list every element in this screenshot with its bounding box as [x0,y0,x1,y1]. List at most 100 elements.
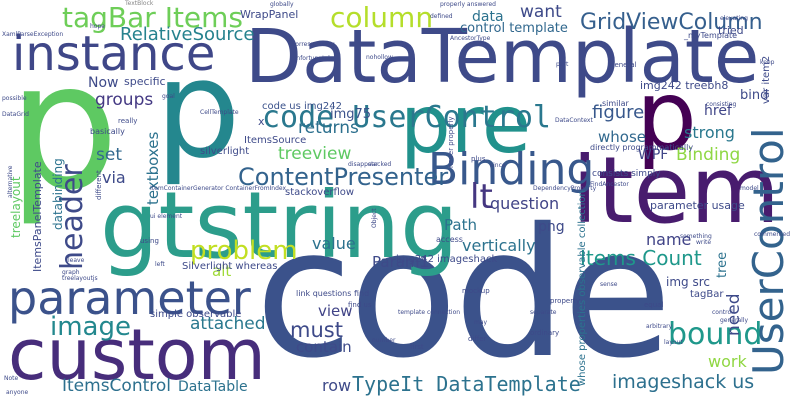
word-img242-imageshack: img242 imageshack [396,254,498,265]
word-tagbar-items: tagBar Items [62,1,244,34]
word-data: data [472,9,504,25]
word-directly-programmatically: directly programmatically [590,143,694,152]
word-property: property [550,297,580,305]
word-separate: separate [530,309,557,316]
word-binding: Binding [428,144,595,195]
word-p-1: p [8,26,120,229]
word-contentpresenter: ContentPresenter [238,163,449,191]
word-properly-answered: properly answered [440,1,496,8]
word-gridviewcolumn: GridViewColumn [580,10,763,35]
word-vertically: vertically [462,236,536,255]
word-binding-small: Binding [676,145,741,165]
word-pre: pre [400,78,532,171]
word-plus: plus [471,155,486,163]
word-write: write [696,239,712,246]
word-stacked: stacked [368,161,392,168]
word-silverlight-whereas: Silverlight whereas [182,261,278,272]
word-whose-properties: whose properties observable collection [577,190,588,386]
word-name: name [646,230,692,249]
word-datagrid: DataGrid [2,111,29,118]
word-image: image [50,312,131,342]
word-typeit-datatemplate: TypeIt DataTemplate [352,372,581,396]
word-relativesource: RelativeSource [120,24,255,45]
word-consisting: consisting [706,101,737,108]
word-basically: basically [90,127,125,136]
word-access: access [436,235,463,244]
word-itemssource: ItemsSource [244,135,307,146]
word-gtstring: gtstring [100,172,459,279]
word-control: control [712,309,733,316]
word-value: value [312,234,356,253]
word-note: Note [4,375,19,382]
word-stackoverflow: stackoverflow [285,187,355,198]
word-item: item [572,137,780,244]
word-since: since [490,162,506,169]
word-path: Path [444,216,477,234]
word-href: href [704,103,732,119]
word-wrappanel: WrapPanel [240,8,299,21]
word-img242-treebh8: img242 treebh8 [640,79,729,92]
word-different: different [95,170,103,200]
word-mockup: mockup [462,287,490,295]
word-generally: generally [720,317,749,324]
word-mytemplate: _myTemplate [684,31,738,40]
word-elevating: elevating [720,15,748,22]
word-cell-template: CellTemplate [200,109,239,116]
word-set: set [96,145,122,165]
word-part: part [556,61,569,68]
word-via: via [102,168,126,187]
word-png: png [538,219,565,235]
word-whose: whose [598,128,646,146]
word-wpf: WPF [638,147,669,163]
word-object: Object [371,208,378,228]
word-now: Now [88,75,119,91]
word-simple-observable: simple observable [150,309,242,320]
word-itemspaneltemplate: ItemsPanelTemplate [31,161,44,272]
word-equal: equal [644,301,664,309]
word-contain: contain [296,338,352,356]
word-p-2: p [155,31,241,188]
word-may: may [474,319,488,326]
word-alt: alt [212,262,232,280]
word-items-count: Items Count [580,246,702,270]
word-layout: layout [664,339,683,346]
word-question: question [490,194,560,213]
word-general: general [610,61,637,69]
word-returns: returns [298,118,359,138]
word-code-us-img242: code us img242 [262,101,342,112]
word-imageshack-us: imageshack us [612,371,755,393]
word-want: want [520,2,562,22]
word-defined: defined [430,13,453,20]
word-strong: strong [684,123,735,142]
word-tagbar: tagBar [690,289,724,300]
word-treeview: treeview [278,144,352,164]
word-consists-simply: consists simply [592,169,661,179]
word-column: column [330,1,434,34]
word-textblock: TextBlock [125,0,154,7]
word-keep: keep [760,59,775,66]
word-datatemplate: DataTemplate [245,14,760,100]
word-findancestor: FindAncestor [590,181,629,188]
word-commented: commented [754,231,791,238]
word-anyone: anyone [6,389,29,396]
word-silverlight: silverlight [200,146,250,157]
word-corresponding: corresponding [292,41,335,48]
word-differ: differ [468,335,487,343]
word-control-template: control template [460,21,568,36]
word-xamlparseexception: XamlParseException [2,31,64,38]
word-treelayoutjs: treelayoutjs [62,275,98,282]
word-work: work [708,352,747,371]
word-problem: problem [190,236,298,266]
word-parameter-usage: parameter usage [650,199,745,212]
word-ancestortype: AncestorType [450,35,491,42]
word-tree: tree [715,251,730,278]
word-instance: instance [12,26,216,82]
word-itemscontrol: ItemsControl [62,376,172,396]
word-row: row [322,376,352,395]
word-never-properly: never properly [447,116,455,168]
word-param1: Param1 [372,253,430,271]
word-figure: figure [592,102,645,123]
word-x: x [258,115,265,128]
word-attached: attached [190,314,266,334]
